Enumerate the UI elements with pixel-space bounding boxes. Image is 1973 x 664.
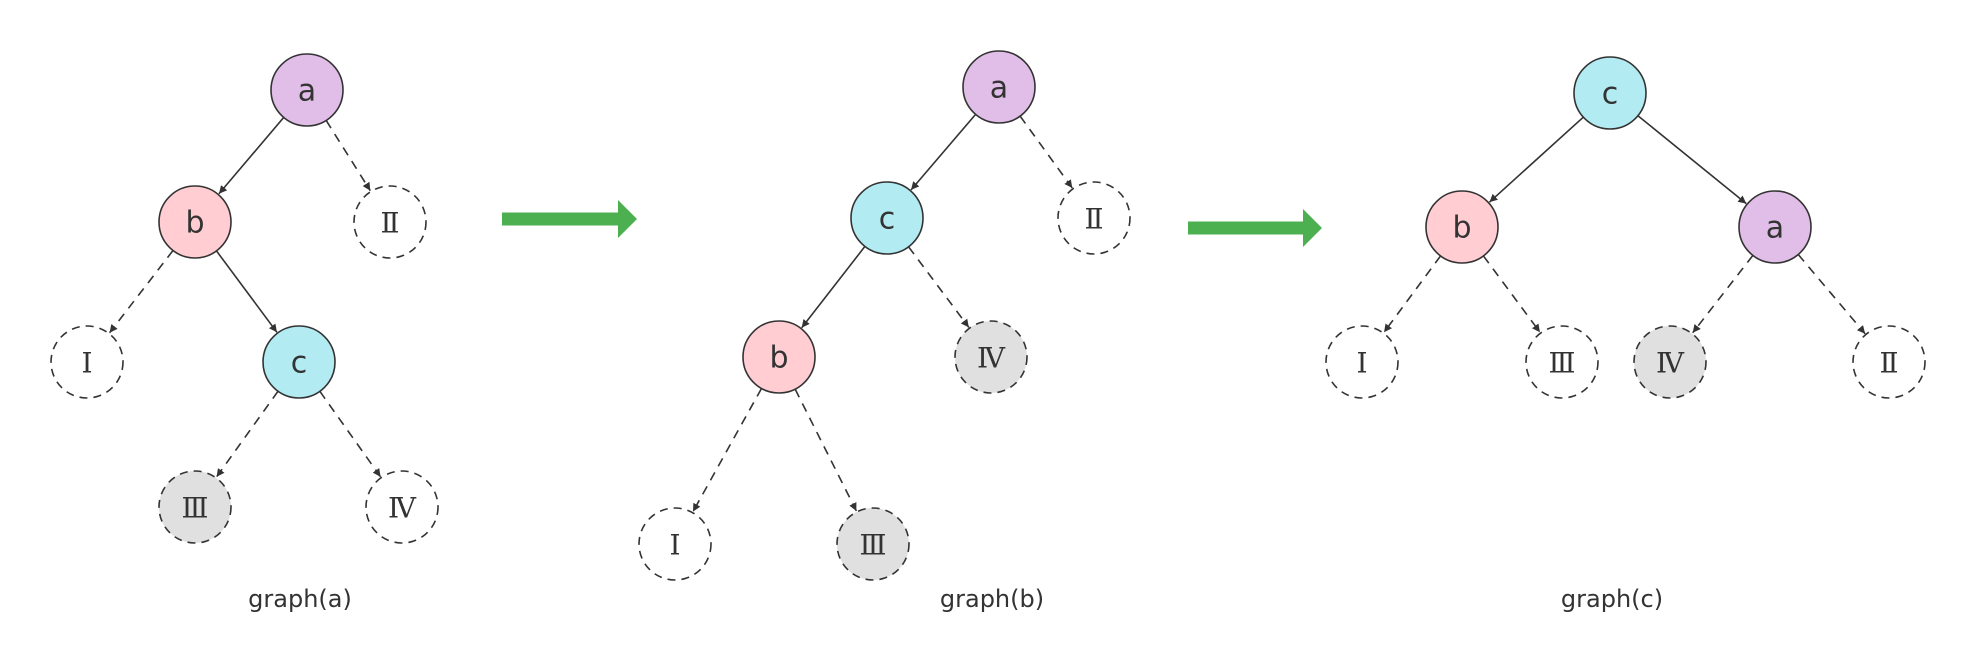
graph-a-edge-b-c [215, 250, 278, 333]
graph-b-node-iv: Ⅳ [954, 320, 1028, 394]
graph-a-nodes: a b Ⅱ Ⅰ c Ⅲ Ⅳ [50, 53, 439, 544]
node-circle [1057, 181, 1131, 255]
graph-a-edges [108, 116, 382, 478]
node-circle [1525, 325, 1599, 399]
graph-a-node-i: Ⅰ [50, 325, 124, 399]
node-label: b [769, 341, 788, 376]
graph-a-node-c: c [262, 325, 336, 399]
node-circle [836, 507, 910, 581]
graph-c-edge-c-a [1637, 115, 1747, 205]
node-label: Ⅳ [977, 342, 1006, 375]
graph-b-edge-c-b [801, 245, 866, 329]
graph-c-edge-b-iii [1482, 255, 1541, 333]
node-circle [1425, 190, 1499, 264]
graph-c-node-b: b [1425, 190, 1499, 264]
node-label: c [291, 346, 308, 381]
graph-c-node-iv: Ⅳ [1633, 325, 1707, 399]
node-circle [365, 470, 439, 544]
graph-a-edge-b-i [108, 250, 174, 334]
graph-a-edge-a-ii [325, 120, 371, 192]
graph-c: c b a Ⅰ Ⅲ Ⅳ Ⅱ graph(c) [1325, 56, 1926, 613]
node-circle [158, 185, 232, 259]
transition-arrow-1 [502, 200, 637, 238]
graph-c-caption: graph(c) [1561, 585, 1663, 613]
graph-a-edge-c-iv [319, 390, 382, 478]
node-label: b [185, 206, 204, 241]
node-label: Ⅲ [1548, 347, 1575, 380]
graph-c-edges [1383, 115, 1866, 335]
node-label: Ⅰ [81, 347, 92, 380]
graph-c-node-i: Ⅰ [1325, 325, 1399, 399]
graph-c-edge-a-ii [1797, 253, 1866, 335]
node-label: Ⅲ [181, 492, 208, 525]
graph-b-node-b: b [742, 320, 816, 394]
node-circle [742, 320, 816, 394]
graph-c-edge-c-b [1488, 116, 1584, 203]
graph-a-node-b: b [158, 185, 232, 259]
graph-b-node-c: c [850, 181, 924, 255]
node-label: Ⅰ [669, 529, 680, 562]
node-label: Ⅱ [1084, 203, 1103, 236]
node-label: Ⅱ [1879, 347, 1898, 380]
node-circle [1325, 325, 1399, 399]
graph-a-node-iii: Ⅲ [158, 470, 232, 544]
graph-c-node-iii: Ⅲ [1525, 325, 1599, 399]
graph-b-edge-c-iv [907, 246, 970, 328]
graph-b-edge-b-iii [794, 388, 858, 512]
graph-c-node-c: c [1573, 56, 1647, 130]
graph-b-edge-a-ii [1019, 115, 1073, 189]
node-label: Ⅲ [859, 529, 886, 562]
node-label: a [298, 74, 316, 109]
graph-c-node-a: a [1738, 190, 1812, 264]
graph-a-caption: graph(a) [248, 585, 352, 613]
graph-b-edges [692, 113, 1073, 513]
node-circle [1573, 56, 1647, 130]
graph-b-caption: graph(b) [940, 585, 1044, 613]
node-circle [954, 320, 1028, 394]
node-circle [353, 185, 427, 259]
graph-a-edge-a-b [218, 116, 285, 195]
graph-b-node-i: Ⅰ [638, 507, 712, 581]
node-label: a [990, 71, 1008, 106]
graph-a-edge-c-iii [215, 390, 279, 478]
node-circle [1633, 325, 1707, 399]
transition-arrow-2 [1188, 209, 1322, 247]
node-circle [638, 507, 712, 581]
graph-b-edge-a-c [910, 113, 977, 191]
node-circle [158, 470, 232, 544]
node-circle [262, 325, 336, 399]
graph-b-node-ii: Ⅱ [1057, 181, 1131, 255]
graph-a-node-a: a [270, 53, 344, 127]
graph-a-node-ii: Ⅱ [353, 185, 427, 259]
graph-b: a c Ⅱb Ⅳ Ⅰ Ⅲ graph(b) [638, 50, 1131, 613]
node-label: Ⅱ [380, 207, 399, 240]
graph-b-node-a: a [962, 50, 1036, 124]
node-label: Ⅳ [388, 492, 417, 525]
graph-b-edge-b-i [692, 388, 763, 513]
graph-a: a b Ⅱ Ⅰ c Ⅲ Ⅳ graph(a) [50, 53, 439, 613]
graph-c-edge-a-iv [1692, 254, 1754, 334]
graph-b-nodes: a c Ⅱb Ⅳ Ⅰ Ⅲ [638, 50, 1131, 581]
node-label: c [1602, 77, 1619, 112]
node-label: Ⅳ [1656, 347, 1685, 380]
graph-c-node-ii: Ⅱ [1852, 325, 1926, 399]
node-label: a [1766, 211, 1784, 246]
node-circle [850, 181, 924, 255]
node-circle [50, 325, 124, 399]
node-circle [1852, 325, 1926, 399]
graph-c-edge-b-i [1383, 255, 1442, 333]
graph-a-node-iv: Ⅳ [365, 470, 439, 544]
node-circle [962, 50, 1036, 124]
node-circle [270, 53, 344, 127]
graph-b-node-iii: Ⅲ [836, 507, 910, 581]
node-circle [1738, 190, 1812, 264]
node-label: b [1452, 211, 1471, 246]
graph-c-nodes: c b a Ⅰ Ⅲ Ⅳ Ⅱ [1325, 56, 1926, 399]
node-label: c [879, 202, 896, 237]
node-label: Ⅰ [1356, 347, 1367, 380]
